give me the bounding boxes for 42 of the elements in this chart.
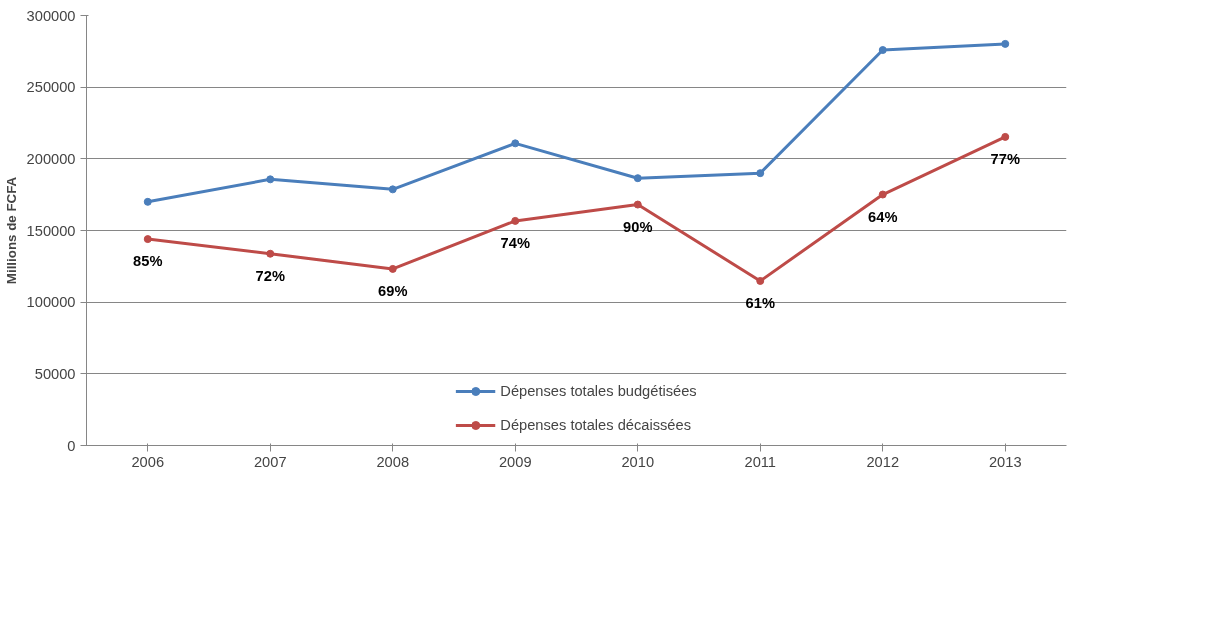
point [266, 175, 275, 184]
point [633, 200, 642, 209]
annotation: 61% [745, 294, 775, 311]
y-tick-label: 100000 [26, 294, 76, 311]
point [756, 169, 765, 178]
point [143, 235, 152, 244]
y-axis-title: Millions de FCFA [3, 176, 19, 285]
point [878, 46, 887, 55]
x-tick-label: 2012 [866, 453, 900, 470]
legend-label: Dépenses totales budgétisées [500, 382, 697, 401]
point [1001, 132, 1010, 141]
annotation: 77% [990, 150, 1020, 167]
y-tick-label: 0 [67, 437, 76, 454]
point [1001, 39, 1010, 48]
point [633, 174, 642, 183]
legend-label: Dépenses totales décaissées [500, 416, 691, 435]
point [511, 216, 520, 225]
y-tick-label: 200000 [26, 150, 76, 167]
y-tick-label: 50000 [34, 365, 76, 382]
point [388, 264, 397, 273]
point [143, 197, 152, 206]
x-tick-label: 2006 [131, 453, 165, 470]
point [756, 276, 765, 285]
x-tick-label: 2010 [621, 453, 655, 470]
y-tick-label: 300000 [26, 7, 76, 24]
x-tick-label: 2007 [253, 453, 287, 470]
annotation: 64% [868, 208, 898, 225]
annotation: 90% [623, 218, 653, 235]
point [878, 190, 887, 199]
y-tick-label: 250000 [26, 79, 76, 96]
annotation: 72% [255, 267, 285, 284]
y-tick-label: 150000 [26, 222, 76, 239]
annotation: 69% [378, 282, 408, 299]
point [266, 249, 275, 258]
x-tick-label: 2013 [988, 453, 1022, 470]
annotation: 74% [500, 234, 530, 251]
x-tick-label: 2009 [498, 453, 532, 470]
point [511, 139, 520, 148]
x-tick-label: 2008 [376, 453, 410, 470]
annotation: 85% [133, 253, 163, 270]
x-tick-label: 2011 [744, 453, 777, 470]
point [388, 185, 397, 194]
